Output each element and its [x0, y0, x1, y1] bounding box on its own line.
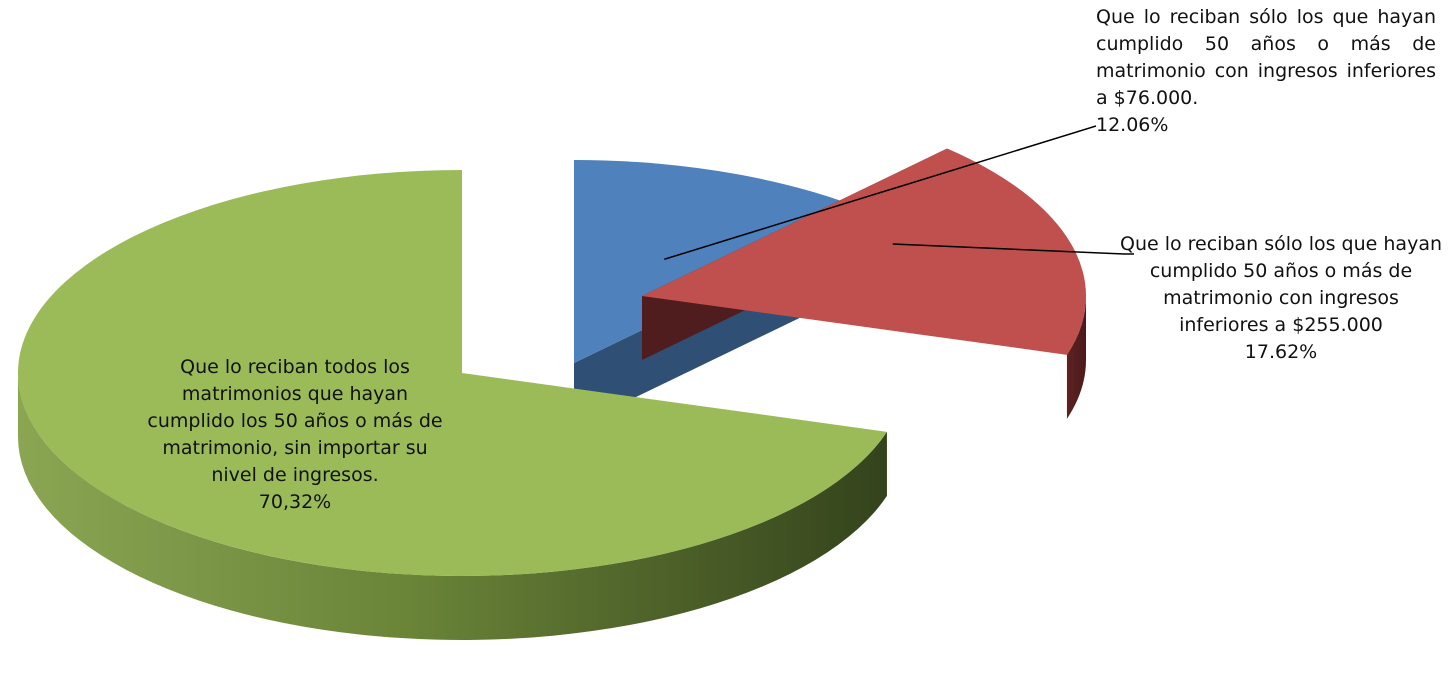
slice-label-text: Que lo reciban sólo los que hayan cumpli…: [1119, 233, 1443, 336]
slice-label-value: 70,32%: [258, 491, 332, 513]
slice-label-ingresos-76000: Que lo reciban sólo los que hayan cumpli…: [1096, 4, 1436, 139]
slice-label-value: 17.62%: [1244, 341, 1318, 363]
slice-todos: [18, 170, 887, 576]
slice-label-value: 12.06%: [1096, 114, 1169, 136]
slice-rim-todos: [18, 373, 887, 640]
slice-ingresos-255000: [642, 148, 1086, 355]
slice-label-todos: Que lo reciban todos los matrimonios que…: [140, 354, 450, 516]
slice-label-ingresos-255000: Que lo reciban sólo los que hayan cumpli…: [1116, 231, 1446, 366]
slice-label-text: Que lo reciban sólo los que hayan cumpli…: [1096, 6, 1436, 109]
slice-label-text: Que lo reciban todos los matrimonios que…: [147, 356, 443, 486]
slice-rim-ingresos-255000: [1066, 296, 1086, 419]
leader-line-ingresos-76000: [664, 125, 1097, 260]
leader-line-ingresos-255000: [892, 243, 1134, 255]
